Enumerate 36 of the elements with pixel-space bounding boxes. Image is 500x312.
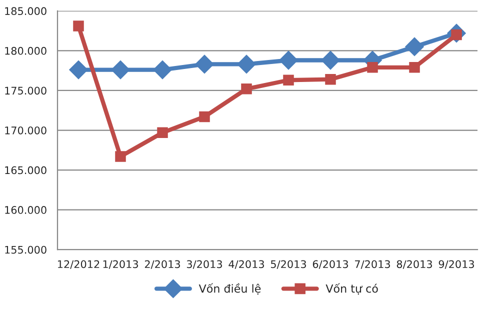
y-tick-label: 185.000 [5, 7, 46, 16]
point [111, 60, 130, 80]
x-tick-label: 6/2013 [312, 260, 348, 269]
x-tick-label: 1/2013 [103, 260, 138, 269]
y-tick-label: 170.000 [5, 126, 46, 134]
legend-label: Vốn điều lệ [198, 283, 261, 295]
x-tick-label: 12/2012 [58, 260, 100, 269]
y-tick-label: 155.000 [5, 246, 46, 254]
point [405, 37, 424, 56]
point [153, 60, 172, 80]
point [195, 54, 214, 74]
point [237, 54, 256, 74]
point [279, 50, 298, 70]
point [115, 151, 126, 162]
x-tick-label: 4/2013 [228, 260, 264, 269]
y-tick-label: 175.000 [5, 86, 46, 95]
y-tick-label: 160.000 [5, 206, 46, 214]
point [283, 74, 294, 86]
x-tick-label: 8/2013 [396, 260, 432, 269]
x-tick-label: 9/2013 [438, 260, 474, 269]
point [321, 50, 340, 70]
point [325, 74, 336, 85]
point [157, 127, 168, 138]
x-tick-label: 7/2013 [355, 260, 390, 269]
x-tick-label: 3/2013 [186, 260, 222, 269]
x-tick-label: 5/2013 [270, 260, 306, 269]
point [241, 84, 252, 94]
point [367, 62, 378, 73]
point [409, 62, 420, 73]
point [73, 20, 84, 32]
x-tick-label: 2/2013 [144, 260, 180, 269]
y-tick-label: 165.000 [5, 166, 46, 174]
point [199, 111, 210, 122]
point [69, 60, 88, 80]
legend-label: Vốn tự có [326, 283, 378, 295]
y-tick-label: 180.000 [5, 46, 46, 55]
